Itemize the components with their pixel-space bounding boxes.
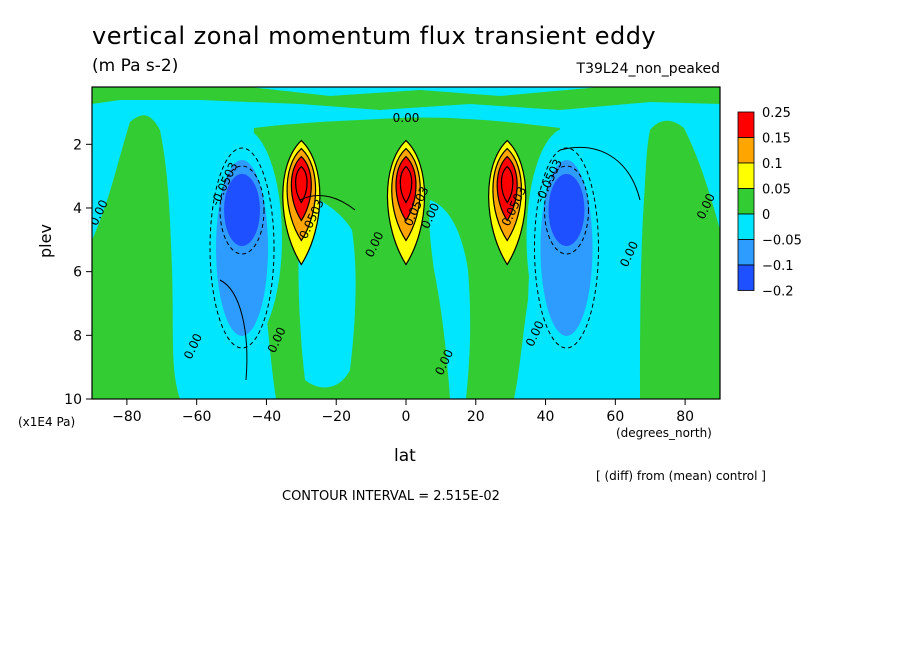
y-tick-label: 6 [73,265,82,281]
x-tick-label: −40 [252,409,282,425]
colorbar-swatch [737,188,755,215]
x-tick-label: −60 [182,409,212,425]
y-axis-units: (x1E4 Pa) [18,415,76,429]
colorbar-swatch [737,239,755,266]
y-tick-label: 2 [73,137,82,153]
chart-title: vertical zonal momentum flux transient e… [92,22,657,50]
contour-interval: CONTOUR INTERVAL = 2.515E-02 [282,489,500,504]
colorbar-label: −0.05 [762,234,802,249]
colorbar-swatch [737,111,755,138]
x-axis: −80 −60 −40 −20 0 20 40 60 80 [112,399,694,425]
chart-units: (m Pa s-2) [92,56,179,76]
zero-level-region [92,115,180,399]
zero-level-region [92,87,720,110]
contour-label: 0.00 [393,111,420,125]
negative-region [520,349,572,399]
colorbar-label: 0.1 [762,157,783,172]
positive-jet-peak [399,165,413,204]
negative-contour [543,165,589,255]
colorbar-label: 0.25 [762,106,791,121]
x-axis-units: (degrees_north) [616,426,712,440]
negative-lobe-core [548,173,585,246]
negative-contour [209,147,275,349]
contour-field [92,87,720,399]
negative-contour [219,165,265,255]
colorbar-label: 0.15 [762,132,791,147]
colorbar-label: −0.2 [762,285,794,300]
negative-lobe-core [224,173,261,246]
colorbar-label: 0.05 [762,183,791,198]
zero-level-region [640,120,720,399]
colorbar-swatch [737,162,755,189]
x-tick-label: −80 [112,409,142,425]
colorbar-legend: 0.25 0.15 0.1 0.05 0 −0.05 −0.1 −0.2 [737,106,802,300]
negative-region [429,200,471,399]
zero-contour [219,279,248,381]
positive-jet-peak [500,165,514,204]
diff-annotation: [ (diff) from (mean) control ] [596,469,766,483]
x-tick-label: 20 [467,409,485,425]
x-axis-label: lat [394,446,416,466]
x-tick-label: 80 [676,409,694,425]
zero-contour [299,195,356,211]
zero-contour [559,146,641,201]
colorbar-label: 0 [762,208,770,223]
x-tick-label: 60 [606,409,624,425]
negative-contour [533,147,599,349]
x-tick-label: 0 [402,409,411,425]
x-tick-label: −20 [321,409,351,425]
y-tick-label: 10 [64,392,82,408]
colorbar-swatch [737,213,755,240]
colorbar-swatch [737,264,755,291]
colorbar-label: −0.1 [762,259,794,274]
y-tick-label: 4 [73,201,82,217]
colorbar-swatch [737,137,755,164]
y-tick-label: 8 [73,328,82,344]
positive-jet-peak [295,165,308,204]
run-label: T39L24_non_peaked [576,61,720,77]
x-tick-label: 40 [537,409,555,425]
y-axis: 2 4 6 8 10 [64,137,92,408]
